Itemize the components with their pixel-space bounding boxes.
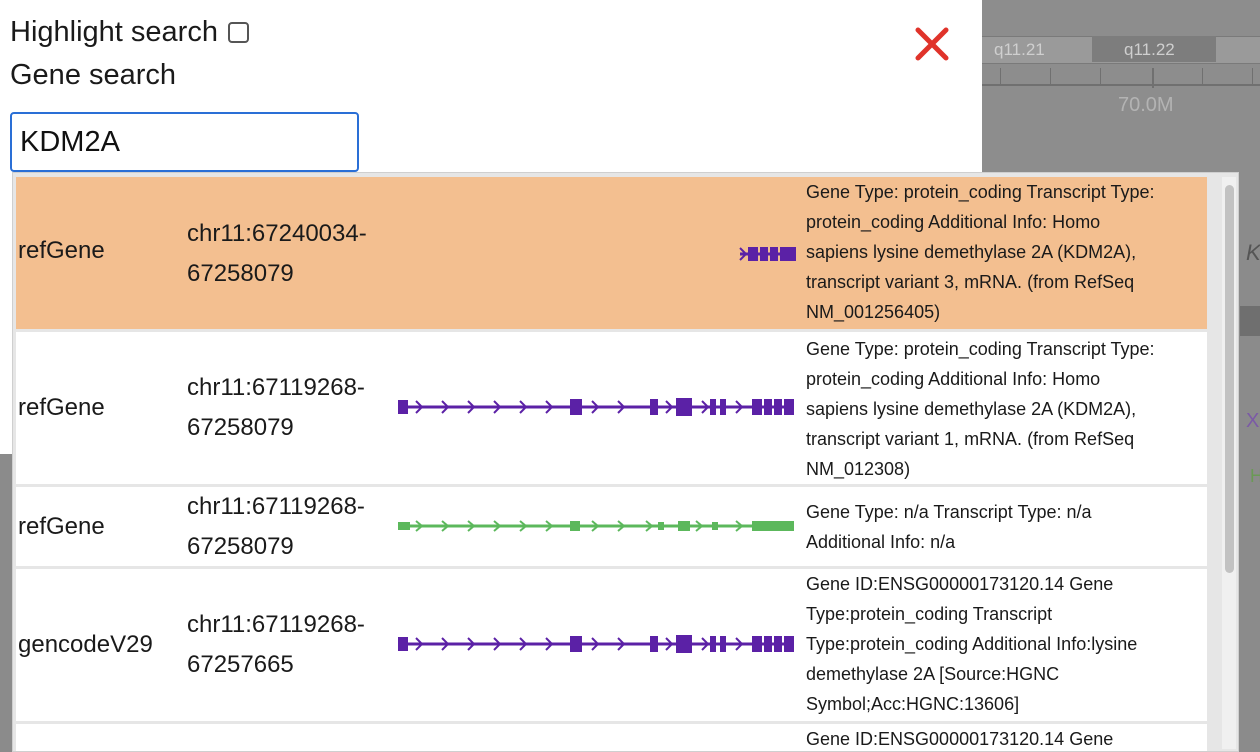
result-description: Gene Type: protein_coding Transcript Typ… — [806, 177, 1204, 327]
result-location-end: 67258079 — [187, 533, 294, 560]
result-row[interactable]: Gene ID:ENSG00000173120.14 Gene — [16, 724, 1207, 751]
description-line: NM_001256405) — [806, 302, 941, 322]
ideogram-band-highlight — [1092, 36, 1216, 62]
ruler-tick — [1252, 68, 1253, 84]
description-line: Gene ID:ENSG00000173120.14 Gene — [806, 574, 1114, 594]
description-line: NM_012308) — [806, 459, 911, 479]
description-line: Symbol;Acc:HGNC:13606] — [806, 694, 1020, 714]
result-row[interactable]: refGene chr11:67119268- 67258079 Gene Ty… — [16, 487, 1207, 566]
highlight-search-row: Highlight search — [10, 16, 249, 49]
ruler-tick-major — [1152, 68, 1154, 88]
description-line: sapiens lysine demethylase 2A (KDM2A), — [806, 399, 1137, 419]
description-line: Gene Type: n/a Transcript Type: n/a — [806, 502, 1092, 522]
result-source: gencodeV29 — [18, 631, 153, 658]
track-chip — [1240, 306, 1260, 336]
result-location: chr11:67119268- 67258079 — [187, 487, 365, 567]
result-source: refGene — [18, 237, 105, 264]
close-icon[interactable] — [912, 24, 952, 64]
result-location-start: chr11:67240034- — [187, 220, 367, 247]
gene-structure-glyph — [398, 398, 794, 416]
result-location-end: 67257665 — [187, 651, 294, 678]
result-source: refGene — [18, 394, 105, 421]
track-label-fragment: H — [1250, 466, 1260, 486]
ruler-tick — [1100, 68, 1101, 84]
result-location-end: 67258079 — [187, 414, 294, 441]
description-line: Type:protein_coding Additional Info:lysi… — [806, 634, 1138, 654]
description-line: sapiens lysine demethylase 2A (KDM2A), — [806, 242, 1137, 262]
result-location-start: chr11:67119268- — [187, 374, 365, 401]
result-description: Gene ID:ENSG00000173120.14 Gene Type:pro… — [806, 569, 1204, 719]
result-row[interactable]: refGene chr11:67119268- 67258079 — [16, 332, 1207, 484]
result-description: Gene ID:ENSG00000173120.14 Gene — [806, 724, 1204, 751]
result-source: refGene — [18, 513, 105, 540]
results-scrollbar-thumb[interactable] — [1225, 185, 1234, 573]
highlight-search-label: Highlight search — [10, 16, 218, 48]
result-location-end: 67258079 — [187, 260, 294, 287]
result-location-start: chr11:67119268- — [187, 611, 365, 638]
ruler-tick — [1050, 68, 1051, 84]
band-label-q11-21: q11.21 — [994, 40, 1045, 59]
result-location: chr11:67119268- 67257665 — [187, 605, 365, 685]
description-line: protein_coding Additional Info: Homo — [806, 369, 1101, 389]
description-line: Gene ID:ENSG00000173120.14 Gene — [806, 729, 1114, 749]
gene-structure-glyph — [398, 520, 794, 532]
result-description: Gene Type: n/a Transcript Type: n/a Addi… — [806, 497, 1204, 557]
description-line: Gene Type: protein_coding Transcript Typ… — [806, 182, 1155, 202]
description-line: protein_coding Additional Info: Homo — [806, 212, 1101, 232]
gene-structure-glyph — [398, 635, 794, 653]
gene-search-input[interactable] — [10, 112, 359, 172]
ruler-tick — [1202, 68, 1203, 84]
result-location: chr11:67119268- 67258079 — [187, 368, 365, 448]
ruler — [982, 68, 1260, 86]
track-label-fragment: K — [1246, 240, 1260, 265]
ruler-coordinate: 70.0M — [1118, 94, 1174, 116]
background-strip — [0, 454, 12, 752]
result-location-start: chr11:67119268- — [187, 493, 365, 520]
description-line: transcript variant 3, mRNA. (from RefSeq — [806, 272, 1135, 292]
description-line: transcript variant 1, mRNA. (from RefSeq — [806, 429, 1135, 449]
track-label-fragment: X — [1246, 410, 1260, 432]
result-row[interactable]: gencodeV29 chr11:67119268- 67257665 — [16, 569, 1207, 721]
ruler-tick — [1000, 68, 1001, 84]
description-line: Additional Info: n/a — [806, 532, 956, 552]
gene-search-label: Gene search — [10, 59, 177, 91]
gene-structure-glyph — [739, 247, 796, 261]
highlight-search-checkbox[interactable] — [227, 22, 249, 43]
result-description: Gene Type: protein_coding Transcript Typ… — [806, 334, 1204, 484]
results-scrollbar[interactable] — [1222, 177, 1236, 749]
result-location: chr11:67240034- 67258079 — [187, 214, 367, 294]
description-line: Gene Type: protein_coding Transcript Typ… — [806, 339, 1155, 359]
description-line: Type:protein_coding Transcript — [806, 604, 1053, 624]
description-line: demethylase 2A [Source:HGNC — [806, 664, 1060, 684]
search-results-list: refGene chr11:67240034- 67258079 Gene Ty… — [12, 172, 1239, 752]
result-row[interactable]: refGene chr11:67240034- 67258079 Gene Ty… — [16, 177, 1207, 329]
band-label-q11-22: q11.22 — [1124, 40, 1175, 59]
